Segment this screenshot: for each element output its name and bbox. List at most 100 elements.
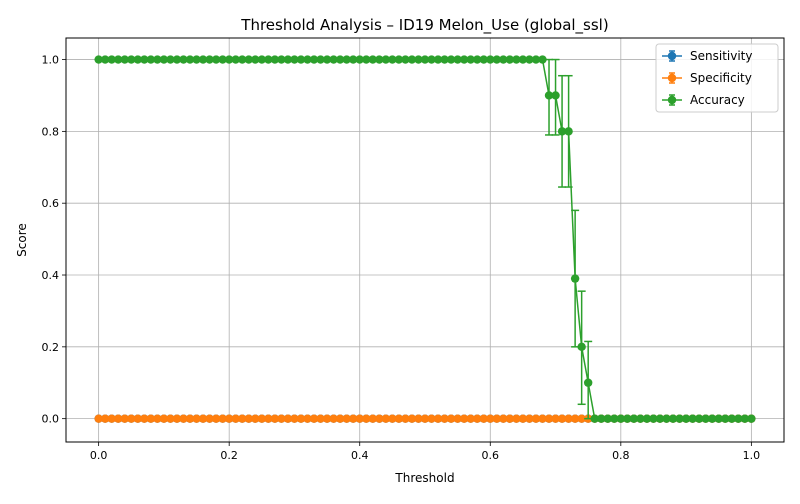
data-point [564,127,573,136]
data-point [355,55,364,64]
data-point [127,55,136,64]
data-point [590,414,599,423]
legend-entry: Sensitivity [662,49,752,63]
data-point [355,414,364,423]
data-point [466,414,475,423]
data-point [499,414,508,423]
data-point [166,414,175,423]
data-point [407,55,417,64]
legend-marker [667,73,677,83]
plot-series [94,55,756,423]
data-point [688,414,697,423]
data-point [649,414,658,423]
data-point [446,55,456,64]
data-point [440,55,449,64]
data-point [414,55,423,64]
data-point [479,414,488,423]
data-point [244,414,253,423]
data-point [525,55,534,64]
data-point [642,414,652,423]
data-point [290,55,299,64]
data-point [172,55,182,64]
data-point [662,414,671,423]
data-point [473,55,482,64]
data-point [277,55,286,64]
data-point [499,55,508,64]
data-point [283,414,293,423]
legend-marker [667,51,677,61]
data-point [459,414,469,423]
x-axis-label: Threshold [394,471,454,485]
data-point [375,55,384,64]
axis-ticks: 0.0 0.2 0.4 0.6 0.8 1.0 0.0 0.2 0.4 0.6 0.8 1.0 [42,54,761,462]
data-point [401,55,410,64]
data-point [714,414,723,423]
data-point [492,55,501,64]
data-point [636,414,645,423]
data-point [349,414,358,423]
data-point [388,55,397,64]
data-point [270,414,280,423]
data-point [466,55,475,64]
data-point [133,55,142,64]
data-point [694,414,704,423]
data-point [512,414,521,423]
data-point [192,414,201,423]
data-point [420,414,430,423]
data-point [283,55,293,64]
data-point [140,55,149,64]
data-point [362,414,371,423]
data-point [159,55,169,64]
data-point [401,414,410,423]
data-point [153,55,162,64]
data-point [394,414,404,423]
data-point [557,127,567,136]
data-point [224,414,234,423]
data-point [316,55,325,64]
data-point [205,414,214,423]
data-point [459,55,469,64]
y-tick-label: 0.6 [42,197,60,210]
data-point [107,55,116,64]
data-point [681,414,691,423]
data-point [381,414,391,423]
series-accuracy [94,55,756,423]
data-point [166,55,175,64]
data-point [740,414,750,423]
data-point [512,55,521,64]
data-point [316,414,325,423]
data-point [322,414,332,423]
data-point [179,414,188,423]
plot-frame [65,37,785,443]
data-point [570,414,580,423]
data-point [486,414,495,423]
data-point [362,55,371,64]
data-point [538,55,547,64]
data-point [251,55,260,64]
data-point [100,414,110,423]
data-point [505,55,515,64]
data-point [583,378,593,387]
chart-title: Threshold Analysis – ID19 Melon_Use (glo… [240,16,608,35]
data-point [185,55,195,64]
data-point [486,55,495,64]
data-point [133,414,142,423]
data-point [224,55,234,64]
data-point [94,55,103,64]
y-tick-label: 1.0 [42,54,60,67]
data-point [172,414,182,423]
data-point [127,414,136,423]
data-point [368,414,377,423]
data-point [100,55,110,64]
x-tick-label: 1.0 [743,449,761,462]
data-point [114,55,123,64]
data-point [414,414,423,423]
data-point [597,414,606,423]
legend-entry: Accuracy [662,93,745,107]
data-point [342,55,351,64]
data-point [518,414,528,423]
series-line [98,58,752,420]
data-point [251,414,260,423]
data-point [296,414,306,423]
